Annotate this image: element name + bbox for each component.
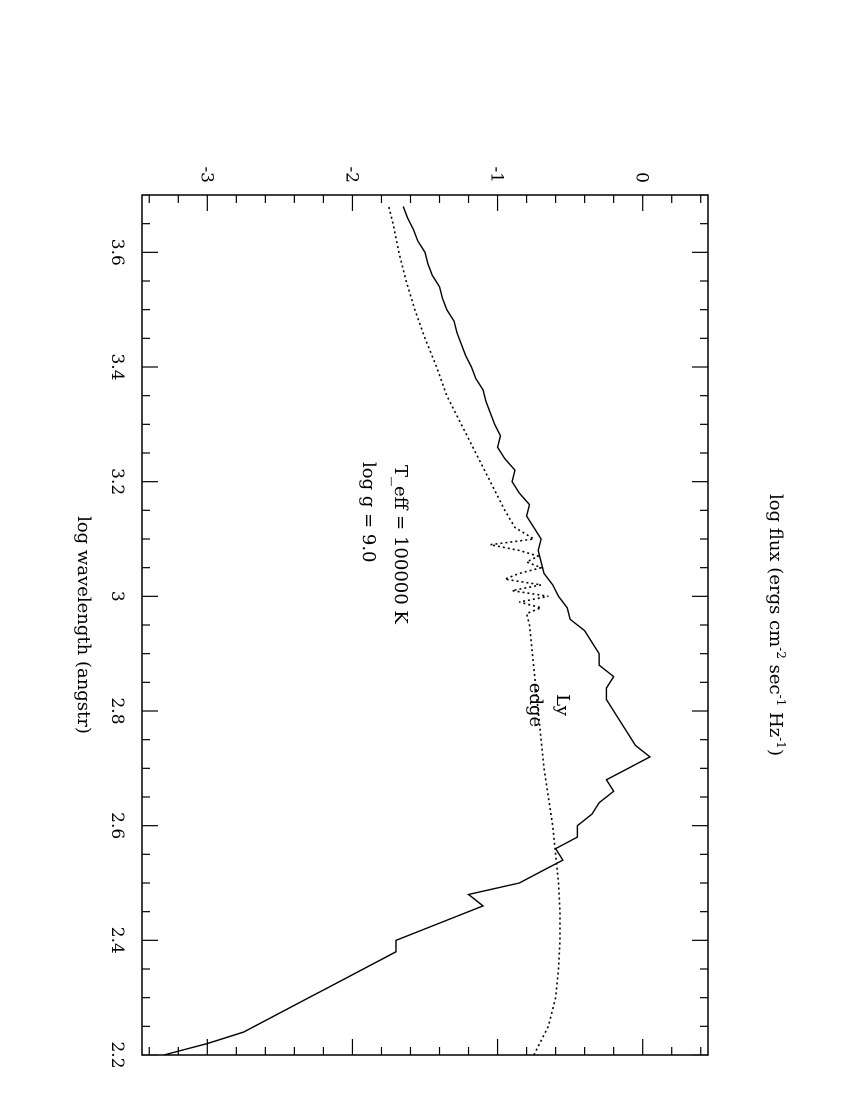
x-tick-label: 3 <box>107 591 127 602</box>
x-tick-label: 3.2 <box>107 468 127 495</box>
x-tick-label: 2.4 <box>107 927 127 954</box>
y-tick-label: 0 <box>632 172 652 183</box>
series-solid-line <box>163 206 652 1056</box>
teff-annotation: T_eff = 100000 K <box>390 465 411 624</box>
y-tick-label: -2 <box>341 166 361 183</box>
x-tick-label: 2.6 <box>107 812 127 839</box>
plot-frame <box>141 194 709 1056</box>
series-layer <box>163 206 652 1056</box>
ly-annotation: Ly <box>552 694 573 717</box>
series-dotted-line <box>387 206 561 1056</box>
x-tick-label: 3.6 <box>107 239 127 266</box>
y-tick-label: -3 <box>196 166 216 183</box>
y-tick-label: -1 <box>487 166 507 183</box>
y-tick-labels: -3 -2 -1 0 <box>196 166 651 183</box>
edge-annotation: edge <box>525 683 546 727</box>
logg-annotation: log g = 9.0 <box>358 462 379 563</box>
ticks <box>142 194 708 1056</box>
x-tick-label: 3.4 <box>107 353 127 380</box>
x-tick-labels: 2.2 2.4 2.6 2.8 3 3.2 3.4 3.6 <box>107 239 127 1069</box>
x-tick-label: 2.2 <box>107 1041 127 1068</box>
x-tick-label: 2.8 <box>107 697 127 724</box>
y-axis-label: log flux (ergs cm-2 sec-1 Hz-1) <box>765 494 788 756</box>
x-axis-label: log wavelength (angstr) <box>73 516 94 734</box>
